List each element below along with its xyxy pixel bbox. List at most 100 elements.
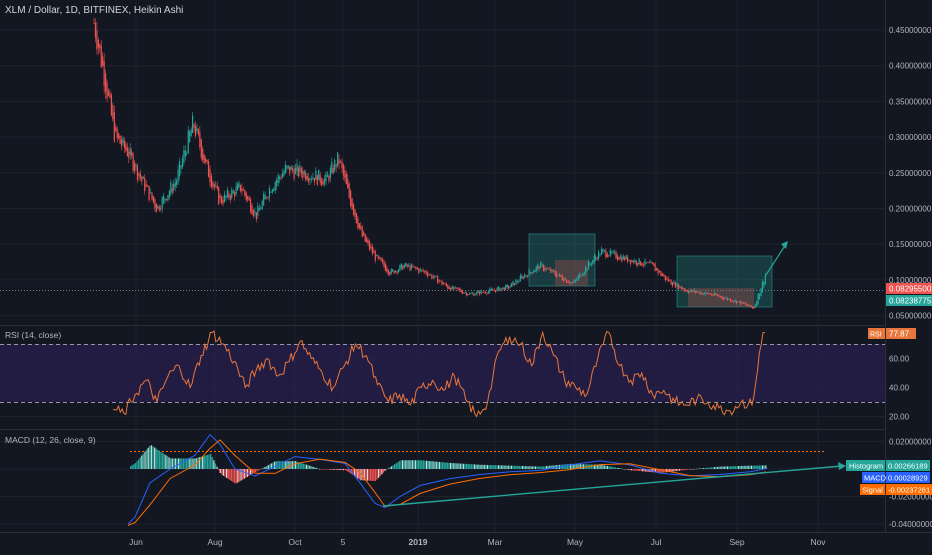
macd-histogram-bar	[760, 465, 762, 469]
candle-body	[261, 201, 263, 209]
macd-histogram-bar	[426, 460, 428, 469]
candle-body	[187, 130, 189, 154]
candle-body	[757, 293, 759, 304]
candle-body	[210, 175, 213, 188]
candle-body	[180, 165, 182, 169]
macd-histogram-bar	[296, 461, 298, 469]
candle-body	[392, 269, 394, 272]
candle-body	[148, 186, 150, 200]
macd-axis[interactable]: 0.02000000 -0.02000000 -0.04000000	[889, 438, 932, 530]
macd-histogram-bar	[374, 469, 377, 482]
candle-body	[696, 291, 698, 293]
rsi-axis[interactable]: 60.00 40.00 20.00	[889, 355, 910, 422]
candle-body	[323, 178, 326, 184]
candle-body	[322, 181, 324, 186]
candle-body	[325, 172, 327, 181]
candle-body	[658, 271, 661, 272]
rsi-title[interactable]: RSI (14, close)	[5, 330, 61, 340]
macd-histogram-bar	[749, 465, 751, 469]
macd-histogram-bar	[206, 454, 209, 469]
macd-histogram-bar	[229, 469, 231, 480]
candle-body	[455, 287, 458, 289]
macd-histogram-bar	[256, 469, 258, 472]
macd-histogram-bar	[346, 469, 348, 471]
price-tick-label: 0.30000000	[889, 133, 932, 142]
candle-body	[711, 293, 713, 296]
macd-histogram-bar	[629, 469, 631, 471]
macd-histogram-bar	[546, 466, 548, 469]
candle-body	[653, 263, 655, 266]
candle-body	[255, 212, 257, 220]
macd-histogram-bar	[189, 458, 191, 469]
candle-body	[435, 276, 437, 278]
candle-body	[212, 181, 214, 187]
macd-histogram-bar	[259, 469, 261, 470]
candle-body	[429, 274, 431, 276]
candle-body	[654, 264, 656, 272]
candle-body	[321, 178, 323, 185]
macd-histogram-bar	[158, 450, 161, 469]
macd-histogram-bar	[261, 468, 263, 470]
macd-histogram-bar	[538, 466, 540, 469]
macd-histogram-bar	[450, 462, 452, 469]
candle-body	[248, 197, 250, 201]
candle-body	[719, 296, 721, 297]
candle-body	[664, 275, 666, 281]
candle-body	[574, 279, 576, 282]
projection-arrow[interactable]	[765, 241, 788, 276]
candle-body	[535, 266, 537, 272]
candle-body	[132, 153, 134, 171]
candle-body	[271, 189, 273, 193]
macd-title[interactable]: MACD (12, 26, close, 9)	[5, 435, 96, 445]
candle-body	[589, 262, 591, 266]
candle-body	[416, 267, 418, 270]
macd-value-label: MACD	[864, 474, 887, 483]
candle-body	[119, 135, 121, 144]
macd-histogram-bar	[192, 458, 194, 469]
candle-body	[244, 190, 246, 196]
candle-body	[503, 288, 505, 291]
macd-histogram-bar	[653, 469, 655, 473]
macd-histogram-bar	[549, 465, 551, 469]
candle-body	[318, 169, 320, 180]
macd-histogram-bar	[562, 464, 564, 469]
candle-body	[758, 293, 761, 299]
macd-histogram-bar	[566, 464, 569, 469]
candle-body	[721, 296, 723, 299]
candle-body	[690, 289, 692, 292]
candle-body	[642, 264, 645, 266]
macd-trendline[interactable]	[382, 462, 846, 507]
candle-body	[141, 176, 143, 182]
candle-body	[167, 195, 169, 200]
candle-body	[470, 293, 472, 295]
time-tick-label: Mar	[488, 537, 503, 547]
candle-body	[274, 182, 276, 190]
candle-body	[160, 208, 162, 210]
candle-body	[408, 265, 410, 266]
macd-histogram-bar	[421, 460, 423, 469]
candle-body	[331, 162, 333, 174]
macd-histogram-bar	[262, 467, 265, 469]
candle-body	[395, 270, 397, 272]
candle-body	[347, 179, 349, 189]
candle-body	[373, 250, 375, 254]
candle-body	[419, 269, 421, 271]
macd-histogram-bar	[536, 466, 538, 469]
macd-histogram-bar	[349, 469, 351, 474]
macd-histogram-bar	[286, 461, 289, 469]
time-axis[interactable]: Jun Aug Oct 5 2019 Mar May Jul Sep Nov	[129, 537, 826, 547]
candlestick-series	[93, 17, 766, 310]
stop-zone-1[interactable]	[555, 260, 588, 286]
candle-body	[599, 254, 601, 256]
macd-histogram-bar	[568, 464, 570, 469]
macd-histogram-bar	[274, 461, 276, 469]
macd-histogram-bar	[251, 469, 253, 475]
time-tick-label: May	[567, 537, 584, 547]
macd-histogram-bar	[520, 465, 522, 469]
candle-body	[692, 290, 694, 292]
price-axis[interactable]: 0.45000000 0.40000000 0.35000000 0.30000000…	[889, 26, 932, 321]
macd-histogram-bar	[706, 467, 708, 469]
candle-body	[751, 306, 753, 309]
candle-body	[215, 185, 217, 187]
